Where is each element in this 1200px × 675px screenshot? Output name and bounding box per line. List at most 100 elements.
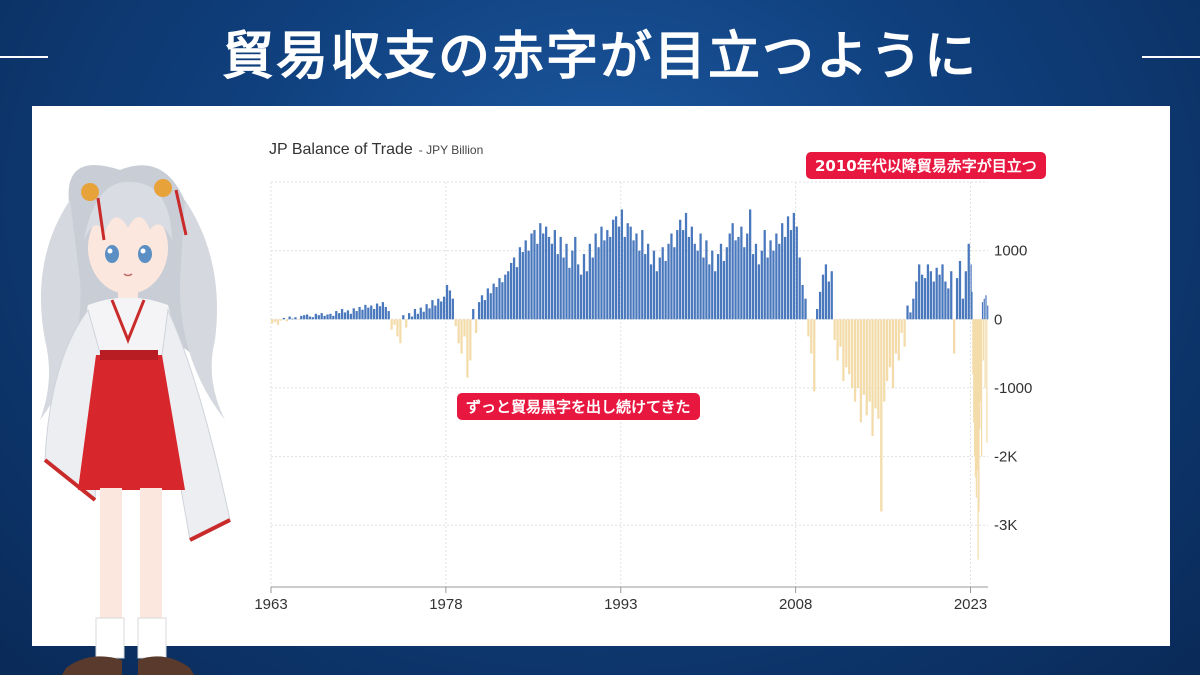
bar-174 bbox=[778, 243, 781, 320]
bar-81 bbox=[507, 271, 510, 320]
bar-3 bbox=[279, 319, 283, 321]
bar-60 bbox=[445, 284, 449, 320]
bar-98 bbox=[556, 254, 559, 320]
bar-107 bbox=[582, 254, 586, 320]
bar-207 bbox=[874, 319, 877, 409]
bar-132 bbox=[655, 271, 659, 320]
bar-48 bbox=[410, 316, 414, 320]
bar-164 bbox=[749, 209, 752, 320]
x-tick-label-4: 2023 bbox=[954, 596, 987, 613]
bar-214 bbox=[894, 319, 898, 354]
bar-65 bbox=[460, 319, 463, 354]
bar-225 bbox=[926, 264, 930, 320]
bar-2 bbox=[276, 319, 280, 325]
bar-36 bbox=[375, 303, 379, 320]
bar-227 bbox=[932, 281, 935, 320]
bar-84 bbox=[515, 267, 519, 320]
bar-221 bbox=[915, 281, 918, 320]
bar-40 bbox=[387, 311, 390, 320]
bar-138 bbox=[673, 247, 676, 320]
bar-63 bbox=[454, 319, 457, 327]
bar-247 bbox=[976, 319, 978, 471]
bar-52 bbox=[422, 311, 425, 320]
bar-244 bbox=[974, 319, 976, 457]
bar-173 bbox=[775, 233, 778, 320]
bar-134 bbox=[661, 247, 664, 320]
title-rule-right bbox=[1142, 56, 1200, 58]
bar-218 bbox=[906, 305, 909, 320]
bar-42 bbox=[393, 319, 396, 325]
bar-199 bbox=[851, 319, 854, 388]
bar-103 bbox=[571, 250, 574, 320]
bar-12 bbox=[305, 314, 309, 320]
bar-205 bbox=[868, 319, 871, 402]
bar-133 bbox=[658, 257, 661, 320]
bar-28 bbox=[352, 308, 355, 320]
bar-22 bbox=[335, 311, 338, 320]
bar-82 bbox=[510, 263, 513, 320]
bar-32 bbox=[364, 304, 367, 320]
bar-141 bbox=[681, 230, 685, 320]
bar-57 bbox=[437, 298, 440, 320]
bar-223 bbox=[920, 274, 924, 320]
bar-251 bbox=[980, 319, 982, 402]
bar-105 bbox=[577, 264, 580, 320]
x-tick-label-2: 1993 bbox=[604, 596, 637, 613]
bar-145 bbox=[693, 243, 696, 320]
bar-194 bbox=[836, 319, 839, 361]
bar-127 bbox=[641, 230, 644, 320]
bar-71 bbox=[477, 302, 481, 320]
mascot-character-illustration bbox=[40, 165, 231, 675]
bar-155 bbox=[722, 260, 726, 320]
bar-83 bbox=[512, 257, 516, 320]
bar-70 bbox=[475, 319, 478, 334]
bar-26 bbox=[346, 310, 350, 320]
y-tick-labels: 1000 0 -1000 -2K -3K bbox=[994, 243, 1032, 535]
bar-20 bbox=[329, 313, 332, 320]
bar-169 bbox=[763, 230, 766, 320]
x-tick-label-3: 2008 bbox=[779, 596, 812, 613]
bar-192 bbox=[830, 271, 833, 320]
y-tick-label-3: -2K bbox=[994, 449, 1017, 466]
bar-182 bbox=[801, 284, 804, 320]
bar-61 bbox=[448, 290, 452, 320]
bar-253 bbox=[981, 302, 984, 320]
bar-124 bbox=[632, 240, 635, 320]
bar-254 bbox=[982, 319, 984, 361]
bar-87 bbox=[524, 240, 527, 320]
bar-177 bbox=[786, 216, 790, 320]
bar-144 bbox=[690, 226, 693, 320]
bar-156 bbox=[725, 247, 728, 320]
bar-72 bbox=[480, 295, 484, 320]
bar-126 bbox=[638, 250, 641, 320]
bar-232 bbox=[947, 288, 950, 320]
bar-89 bbox=[530, 233, 533, 320]
bar-51 bbox=[419, 307, 422, 320]
bar-101 bbox=[565, 243, 568, 320]
bar-193 bbox=[833, 319, 836, 340]
bar-236 bbox=[958, 260, 962, 320]
bar-257 bbox=[985, 295, 987, 320]
bar-99 bbox=[559, 236, 562, 320]
bar-80 bbox=[504, 274, 507, 320]
bar-228 bbox=[935, 267, 938, 320]
bar-96 bbox=[550, 243, 554, 320]
bar-147 bbox=[699, 233, 702, 320]
bar-172 bbox=[772, 250, 775, 320]
bar-54 bbox=[428, 308, 431, 320]
bar-100 bbox=[562, 257, 565, 320]
bar-135 bbox=[664, 260, 667, 320]
bar-184 bbox=[807, 319, 810, 337]
bar-206 bbox=[871, 319, 874, 436]
bar-216 bbox=[900, 319, 903, 334]
bar-162 bbox=[743, 247, 746, 320]
bar-222 bbox=[918, 264, 921, 320]
bar-38 bbox=[381, 302, 385, 320]
bar-168 bbox=[760, 250, 763, 320]
x-tick-label-0: 1963 bbox=[254, 596, 287, 613]
bar-233 bbox=[950, 271, 953, 320]
bar-45 bbox=[402, 315, 405, 320]
bar-120 bbox=[620, 209, 624, 320]
bar-69 bbox=[472, 308, 475, 320]
bar-44 bbox=[399, 319, 402, 344]
